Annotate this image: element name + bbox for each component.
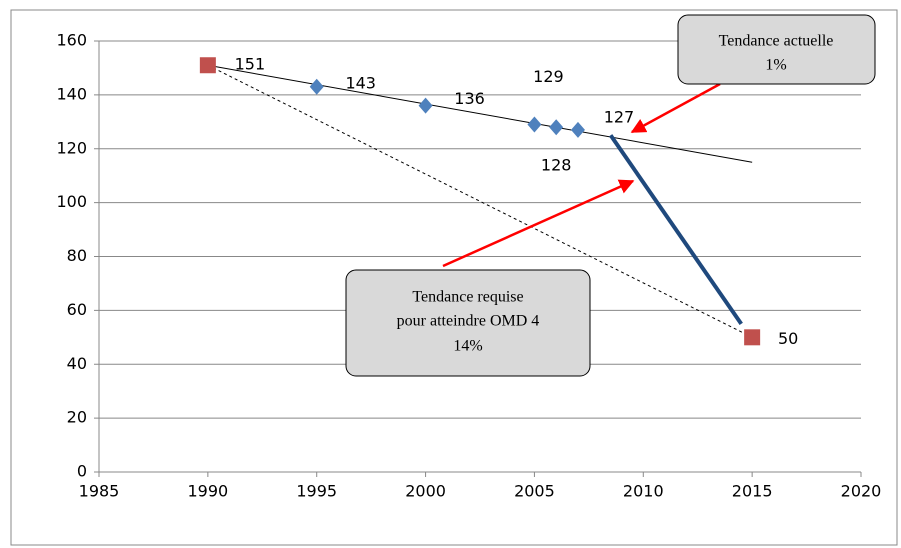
x-tick-label: 1990 xyxy=(187,482,228,501)
callout-text: Tendance requise xyxy=(412,289,523,306)
plot-area: 0 20 40 60 80 100 120 140 160 1985 1990 1995 2000 200… xyxy=(56,31,881,501)
callout-box xyxy=(677,14,876,85)
y-tick-label: 40 xyxy=(67,354,87,373)
callout-text: Tendance actuelle xyxy=(719,33,834,50)
x-tick-label: 2000 xyxy=(405,482,446,501)
trend-line xyxy=(207,64,753,163)
y-tick-label: 20 xyxy=(67,408,87,427)
callout-box xyxy=(345,269,591,377)
trend-line xyxy=(608,134,743,325)
y-tick-label: 80 xyxy=(67,246,87,265)
data-label: 128 xyxy=(541,156,572,175)
point xyxy=(549,119,564,136)
point xyxy=(418,97,433,114)
arrow xyxy=(442,179,635,268)
data-label: 50 xyxy=(778,329,798,348)
point xyxy=(570,121,585,138)
x-tick-label: 1985 xyxy=(79,482,120,501)
point xyxy=(744,329,761,346)
x-tick-label: 2020 xyxy=(841,482,882,501)
x-tick-label: 2015 xyxy=(732,482,773,501)
callout-text: pour atteindre OMD 4 xyxy=(397,313,540,330)
y-tick-label: 60 xyxy=(67,300,87,319)
y-tick-label: 0 xyxy=(77,462,87,481)
y-tick-label: 160 xyxy=(56,31,87,50)
point xyxy=(199,57,216,74)
y-tick-label: 120 xyxy=(56,138,87,157)
data-label: 127 xyxy=(604,107,635,126)
data-label: 129 xyxy=(533,67,564,86)
data-label: 143 xyxy=(345,73,376,92)
data-label: 151 xyxy=(235,55,266,74)
x-tick-label: 1995 xyxy=(296,482,337,501)
callout-text: 1% xyxy=(765,57,786,74)
callout-text: 14% xyxy=(453,338,482,355)
point xyxy=(309,78,324,95)
arrow xyxy=(630,82,721,134)
data-label: 136 xyxy=(454,89,485,108)
point xyxy=(527,116,542,133)
x-tick-label: 2005 xyxy=(514,482,555,501)
x-tick-label: 2010 xyxy=(623,482,664,501)
y-tick-label: 140 xyxy=(56,84,87,103)
y-tick-label: 100 xyxy=(56,192,87,211)
